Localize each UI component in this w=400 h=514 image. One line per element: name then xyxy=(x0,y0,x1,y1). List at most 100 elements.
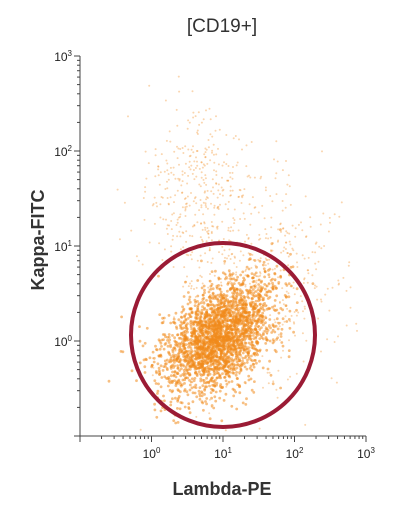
data-point xyxy=(251,363,255,366)
data-point xyxy=(232,166,234,168)
data-point xyxy=(236,318,240,322)
data-point xyxy=(225,276,228,279)
data-point xyxy=(217,278,220,281)
data-point xyxy=(285,304,288,307)
data-point xyxy=(185,230,188,233)
data-point xyxy=(169,196,172,199)
data-point xyxy=(227,269,231,272)
data-point xyxy=(235,371,239,374)
data-point xyxy=(233,344,237,348)
data-point xyxy=(207,236,210,239)
data-point xyxy=(225,134,228,136)
data-point xyxy=(241,270,245,274)
data-point xyxy=(251,196,254,199)
data-point xyxy=(185,349,189,353)
data-point xyxy=(263,322,266,325)
data-point xyxy=(154,154,157,157)
data-point xyxy=(197,370,201,374)
data-point xyxy=(227,165,230,167)
data-point xyxy=(216,206,219,209)
data-point xyxy=(184,343,188,346)
data-point xyxy=(247,351,250,355)
data-point xyxy=(212,308,216,312)
data-point xyxy=(272,380,275,383)
data-point xyxy=(259,319,263,322)
data-point xyxy=(152,203,155,205)
data-point xyxy=(261,298,265,302)
data-point xyxy=(193,224,196,226)
data-point xyxy=(188,204,191,207)
data-point xyxy=(189,380,193,384)
data-point xyxy=(138,361,142,365)
data-point xyxy=(214,399,218,403)
data-point xyxy=(152,366,155,369)
data-point xyxy=(229,194,232,197)
data-point xyxy=(287,292,290,295)
data-point xyxy=(185,240,188,243)
data-point xyxy=(234,347,238,351)
data-point xyxy=(217,321,220,324)
data-point xyxy=(232,394,236,398)
data-point xyxy=(222,338,226,341)
data-point xyxy=(187,357,191,361)
data-point xyxy=(231,189,234,192)
data-point xyxy=(171,370,174,374)
data-point xyxy=(212,346,216,349)
data-point xyxy=(274,324,278,328)
data-point xyxy=(227,374,231,378)
data-point xyxy=(225,294,229,298)
data-point xyxy=(243,302,247,306)
data-point xyxy=(239,273,243,277)
data-point xyxy=(241,280,245,283)
data-point xyxy=(200,308,204,312)
data-point xyxy=(305,236,307,238)
data-point xyxy=(191,400,195,404)
data-point xyxy=(148,356,152,360)
data-point xyxy=(294,235,297,238)
data-point xyxy=(174,311,178,315)
data-point xyxy=(173,201,175,204)
data-point xyxy=(347,264,350,267)
data-point xyxy=(178,324,182,327)
data-point xyxy=(234,298,237,300)
data-point xyxy=(264,237,267,240)
data-point xyxy=(198,183,201,186)
data-point xyxy=(256,342,259,346)
data-point xyxy=(190,334,194,338)
data-point xyxy=(184,280,187,284)
data-point xyxy=(158,347,162,351)
data-point xyxy=(288,232,291,235)
data-point xyxy=(286,183,289,186)
data-point xyxy=(173,316,175,319)
data-point xyxy=(221,334,224,338)
data-point xyxy=(177,318,181,322)
data-point xyxy=(206,230,209,233)
data-point xyxy=(277,282,280,285)
data-point xyxy=(144,190,147,193)
data-point xyxy=(255,330,259,334)
data-point xyxy=(258,427,261,430)
data-point xyxy=(271,242,274,245)
data-point xyxy=(221,356,225,359)
data-point xyxy=(209,159,212,162)
data-point xyxy=(265,317,267,320)
data-point xyxy=(275,338,278,341)
data-point xyxy=(287,282,291,285)
data-point xyxy=(179,225,182,228)
data-point xyxy=(257,275,260,278)
data-point xyxy=(184,197,187,200)
data-point xyxy=(182,355,185,358)
data-point xyxy=(230,332,234,336)
data-point xyxy=(243,344,246,347)
data-point xyxy=(326,338,329,341)
data-point xyxy=(193,304,197,307)
data-point xyxy=(178,344,182,348)
data-point xyxy=(168,353,172,357)
data-point xyxy=(157,165,160,168)
data-point xyxy=(267,269,270,272)
data-point xyxy=(199,274,202,277)
data-point xyxy=(278,301,281,304)
data-point xyxy=(179,363,182,367)
data-point xyxy=(202,320,206,323)
data-point xyxy=(250,212,253,215)
